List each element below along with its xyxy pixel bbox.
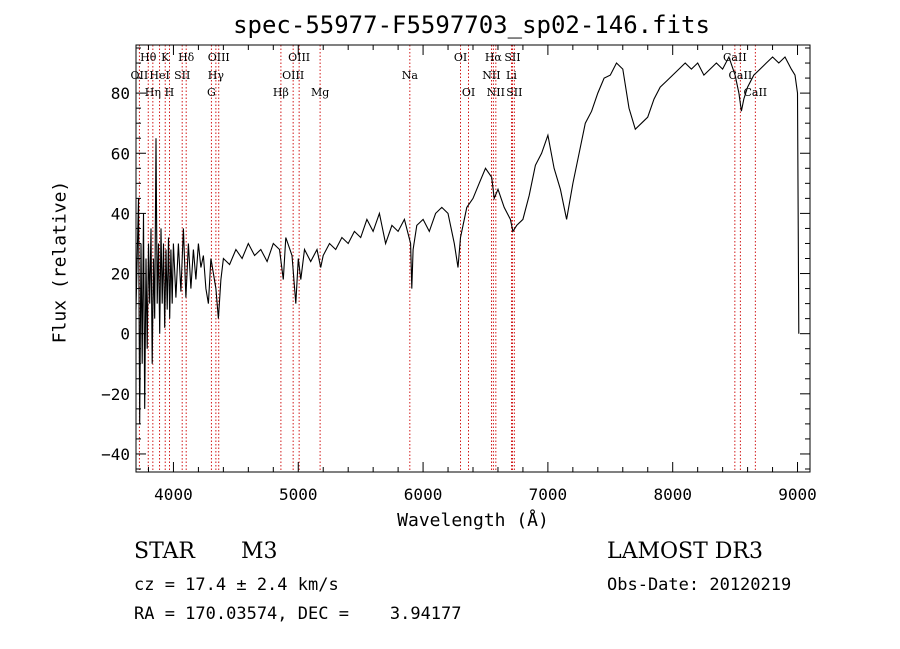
line-label: OI [454, 51, 467, 64]
line-label: OIII [288, 51, 310, 64]
line-label: CaII [743, 86, 767, 99]
survey-label: LAMOST DR3 [607, 539, 763, 564]
object-class: STAR [134, 539, 195, 564]
x-tick-label: 9000 [778, 485, 817, 504]
line-label: Hθ [140, 51, 157, 64]
line-label: OIII [208, 51, 230, 64]
line-label: NII [482, 69, 500, 82]
spectrum-line [135, 55, 800, 424]
line-label: K [161, 51, 170, 64]
y-tick-label: 80 [111, 84, 130, 103]
redshift-readout: cz = 17.4 ± 2.4 km/s [134, 575, 339, 595]
line-label: OII [131, 69, 149, 82]
line-label: Hβ [273, 86, 289, 99]
observation-date: Obs-Date: 20120219 [607, 575, 792, 595]
y-tick-label: −20 [101, 385, 130, 404]
x-tick-label: 8000 [653, 485, 692, 504]
line-label: OI [462, 86, 475, 99]
coordinates-readout: RA = 170.03574, DEC = 3.94177 [134, 604, 462, 624]
line-label: Mg [311, 86, 329, 99]
line-label: Hδ [178, 51, 195, 64]
y-tick-label: −40 [101, 445, 130, 464]
line-label: Hγ [208, 69, 225, 82]
y-tick-label: 20 [111, 265, 130, 284]
x-tick-label: 6000 [404, 485, 443, 504]
line-label: OIII [282, 69, 304, 82]
line-label: SII [506, 86, 522, 99]
line-label: Li [506, 69, 517, 82]
line-label: SII [174, 69, 190, 82]
line-label: CaII [729, 69, 753, 82]
line-label: Na [402, 69, 419, 82]
y-tick-label: 40 [111, 204, 130, 223]
line-label: G [207, 86, 216, 99]
object-subclass: M3 [241, 539, 278, 564]
line-label: Hα [485, 51, 503, 64]
y-axis-label-text: Flux (relative) [49, 180, 71, 344]
x-tick-label: 7000 [529, 485, 568, 504]
x-axis-label: Wavelength (Å) [397, 510, 549, 531]
y-tick-label: 0 [120, 325, 130, 344]
line-labels: Hθ OII Hη K HeI H Hδ SII OIII Hγ G Hβ OIII OIII Mg Na OI… [131, 51, 768, 99]
x-tick-label: 5000 [279, 485, 318, 504]
chart-title: spec-55977-F5597703_sp02-146.fits [233, 11, 710, 39]
line-label: H [165, 86, 175, 99]
line-label: HeI [149, 69, 169, 82]
y-tick-label: 60 [111, 144, 130, 163]
line-label: SII [504, 51, 520, 64]
line-label: CaII [723, 51, 747, 64]
x-tick-label: 4000 [154, 485, 193, 504]
axis-ticks: 4000 5000 6000 7000 8000 9000 −40 −20 0 20 40 60 80 [101, 45, 817, 504]
line-label: Hη [145, 86, 161, 99]
plot-frame [135, 44, 811, 473]
line-label: NII [487, 86, 505, 99]
